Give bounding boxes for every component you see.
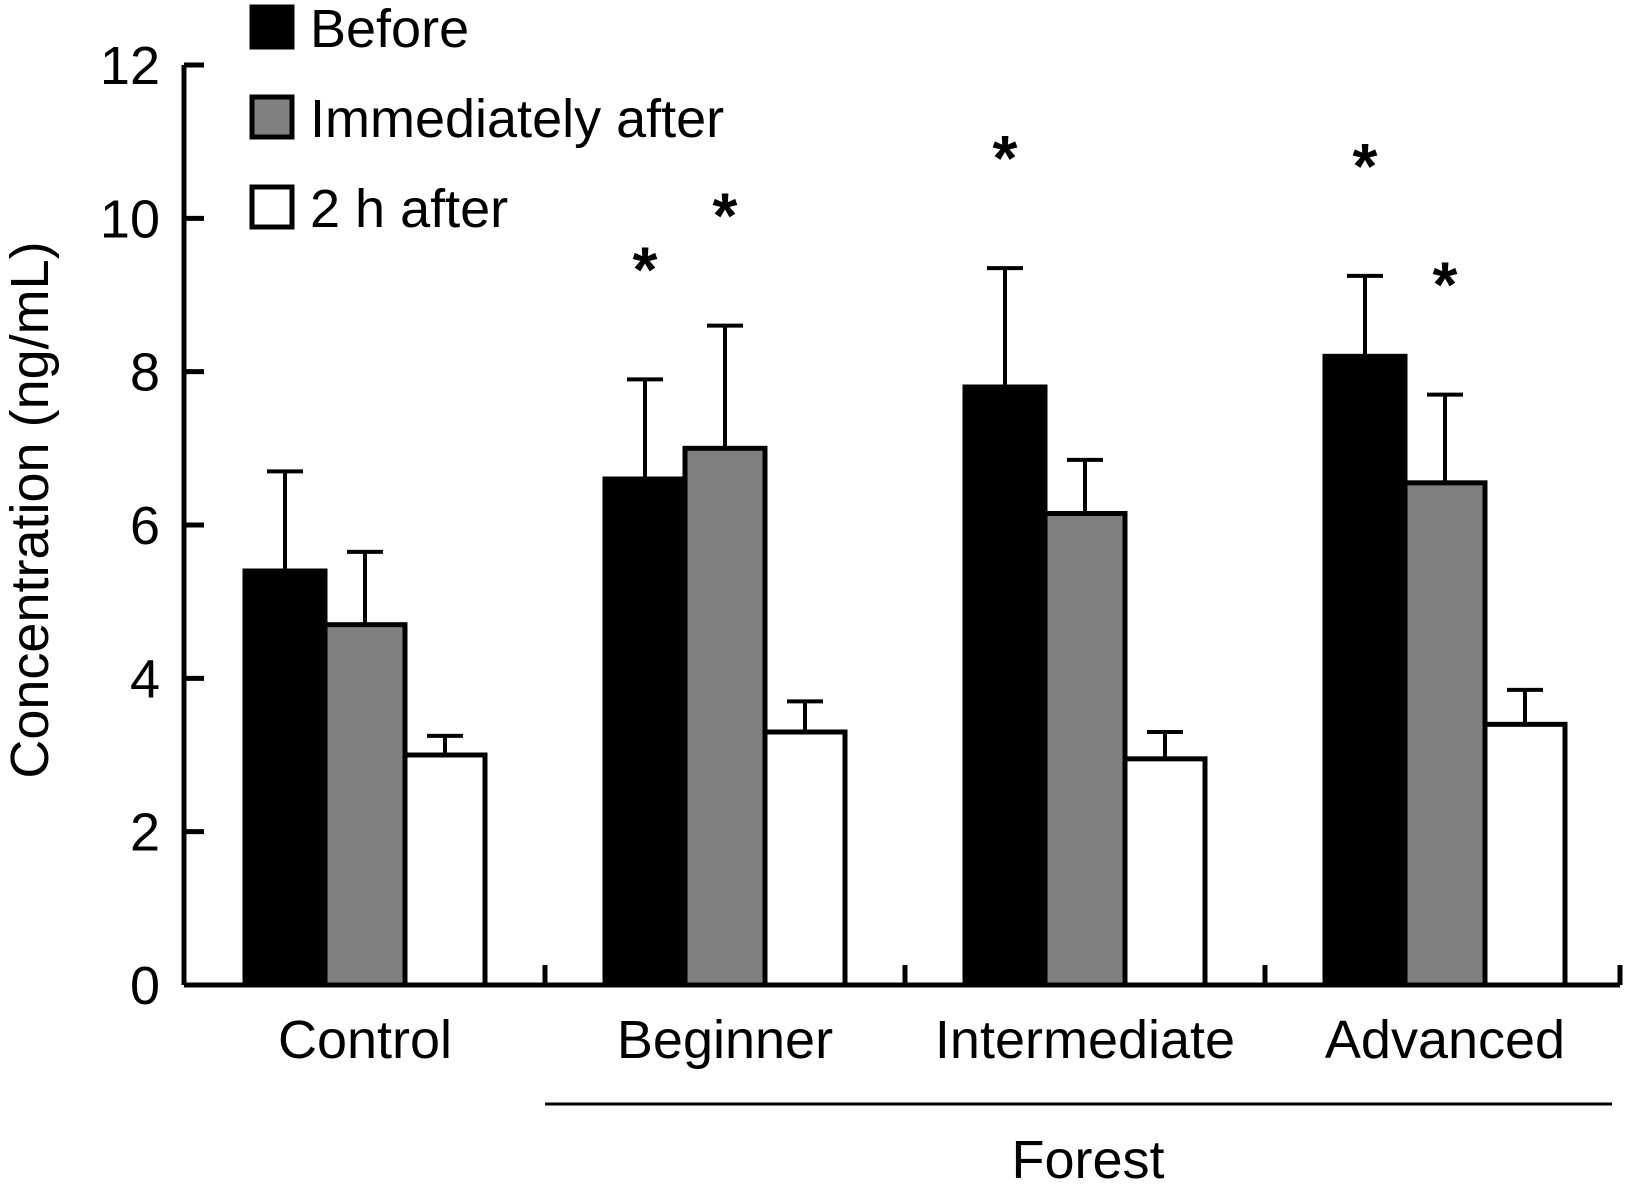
y-tick-label: 12 [100, 36, 160, 96]
y-tick-label: 0 [130, 956, 160, 1016]
bar-advanced-0 [1322, 353, 1408, 988]
significance-marker: * [1433, 249, 1458, 321]
bar-advanced-1 [1402, 480, 1488, 988]
y-tick-label: 4 [130, 649, 160, 709]
legend-swatch-2 [249, 184, 295, 230]
significance-marker: * [633, 233, 658, 305]
legend-swatch-1 [249, 94, 295, 140]
legend-label-2: 2 h after [310, 179, 508, 239]
y-tick-label: 6 [130, 496, 160, 556]
y-tick-label: 2 [130, 803, 160, 863]
bar-intermediate-1 [1042, 511, 1128, 988]
bar-advanced-2 [1482, 721, 1568, 988]
legend-label-0: Before [310, 0, 469, 59]
bar-beginner-1 [682, 445, 768, 988]
category-label-advanced: Advanced [1325, 1010, 1565, 1070]
legend-swatch-0 [249, 4, 295, 50]
significance-marker: * [993, 122, 1018, 194]
bar-beginner-0 [602, 476, 688, 988]
group-label-forest: Forest [1011, 1130, 1164, 1189]
bar-intermediate-0 [962, 384, 1048, 988]
significance-marker: * [713, 180, 738, 252]
y-tick-label: 10 [100, 189, 160, 249]
category-label-intermediate: Intermediate [935, 1010, 1235, 1070]
category-label-control: Control [278, 1010, 452, 1070]
category-label-beginner: Beginner [617, 1010, 833, 1070]
legend-label-1: Immediately after [310, 89, 724, 149]
bar-control-0 [242, 568, 328, 988]
bar-control-2 [402, 752, 488, 988]
y-tick-label: 8 [130, 343, 160, 403]
y-axis-title: Concentration (ng/mL) [0, 241, 60, 778]
significance-marker: * [1353, 130, 1378, 202]
bar-beginner-2 [762, 729, 848, 988]
bar-intermediate-2 [1122, 756, 1208, 988]
bar-control-1 [322, 622, 408, 988]
